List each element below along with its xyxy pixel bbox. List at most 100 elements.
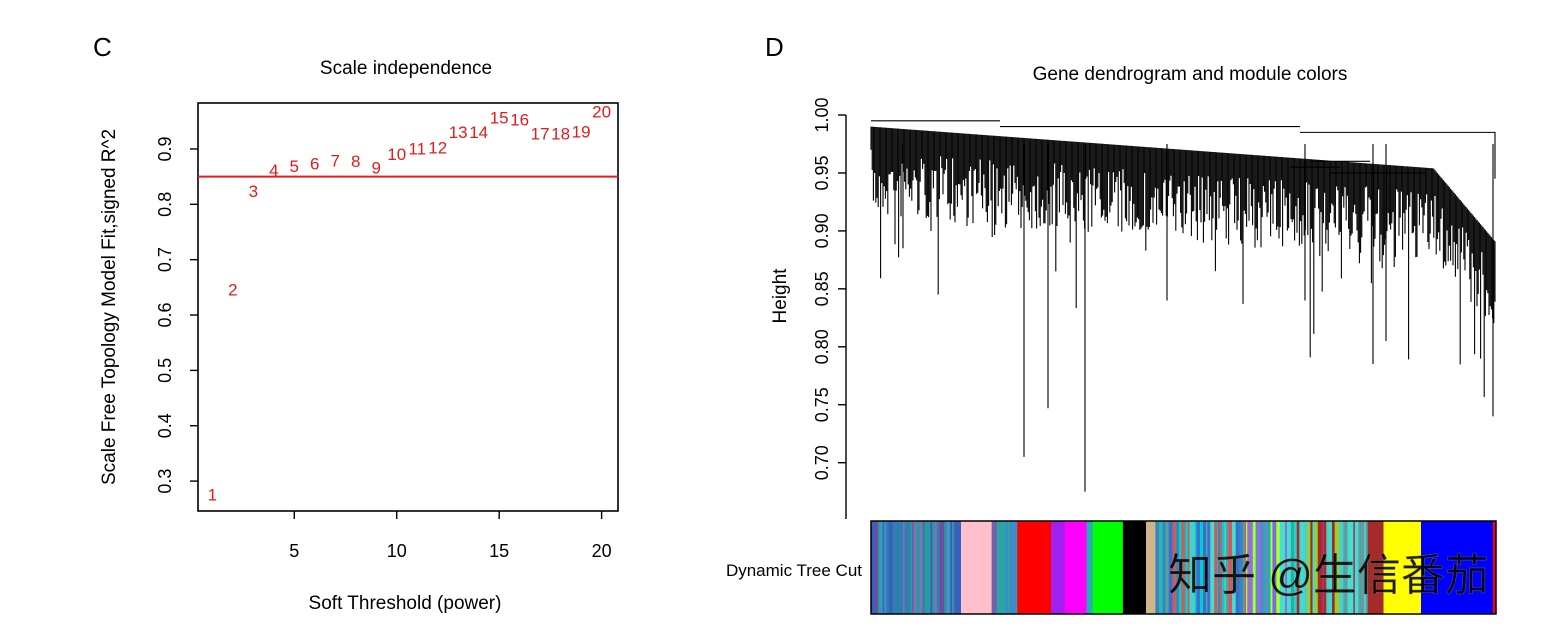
module-stripe bbox=[1353, 521, 1356, 614]
module-stripe bbox=[1365, 521, 1368, 614]
module-stripe bbox=[904, 521, 908, 614]
module-stripe bbox=[1165, 521, 1170, 614]
module-stripe bbox=[1358, 521, 1363, 614]
y-tick-label: 0.85 bbox=[812, 271, 832, 306]
module-stripe bbox=[1317, 521, 1323, 614]
module-stripe bbox=[1262, 521, 1267, 614]
y-tick-label: 0.75 bbox=[812, 387, 832, 422]
point-label: 7 bbox=[331, 152, 340, 171]
panel-d-label: D bbox=[765, 32, 784, 62]
module-stripe bbox=[1199, 521, 1204, 614]
module-stripe bbox=[1211, 521, 1215, 614]
module-stripe bbox=[1008, 521, 1011, 614]
module-block bbox=[1122, 521, 1147, 614]
y-tick-label: 0.7 bbox=[155, 247, 175, 272]
gene-dendrogram bbox=[870, 120, 1496, 492]
point-label: 3 bbox=[249, 182, 258, 201]
module-stripe bbox=[1014, 521, 1017, 614]
x-tick-label: 20 bbox=[592, 541, 612, 561]
panel-c-plot-frame bbox=[197, 102, 619, 512]
module-stripe bbox=[934, 521, 938, 614]
module-stripe bbox=[1228, 521, 1233, 614]
y-tick-label: 0.3 bbox=[155, 469, 175, 494]
module-stripe bbox=[1312, 521, 1315, 614]
module-stripe bbox=[884, 521, 887, 614]
module-stripe bbox=[1012, 521, 1015, 614]
module-stripe bbox=[932, 521, 936, 614]
module-stripe bbox=[1347, 521, 1352, 614]
y-tick-label: 0.8 bbox=[155, 192, 175, 217]
module-stripe bbox=[1369, 521, 1372, 614]
module-stripe bbox=[890, 521, 893, 614]
module-stripe bbox=[1279, 521, 1284, 614]
module-stripe bbox=[1367, 521, 1371, 614]
module-stripe bbox=[1005, 521, 1009, 614]
module-stripe bbox=[1287, 521, 1292, 614]
y-tick-label: 0.70 bbox=[812, 445, 832, 480]
module-stripe bbox=[910, 521, 913, 614]
color-bar-label: Dynamic Tree Cut bbox=[726, 561, 862, 580]
point-label: 19 bbox=[572, 122, 591, 141]
module-stripe bbox=[1354, 521, 1359, 614]
module-stripe bbox=[997, 521, 1002, 614]
module-stripe bbox=[1340, 521, 1344, 614]
module-stripe bbox=[924, 521, 929, 614]
module-stripe bbox=[896, 521, 900, 614]
module-stripe bbox=[1321, 521, 1325, 614]
point-label: 1 bbox=[208, 485, 217, 504]
module-stripe bbox=[1267, 521, 1271, 614]
module-stripe bbox=[907, 521, 910, 614]
module-stripe bbox=[991, 521, 995, 614]
module-stripe bbox=[1249, 521, 1254, 614]
module-stripe bbox=[1303, 521, 1308, 614]
module-stripe bbox=[1276, 521, 1281, 614]
module-stripe bbox=[1219, 521, 1223, 614]
module-stripe bbox=[1218, 521, 1221, 614]
module-stripe bbox=[885, 521, 890, 614]
point-label: 14 bbox=[469, 123, 488, 142]
module-block bbox=[1421, 521, 1494, 614]
module-stripe bbox=[1265, 521, 1268, 614]
point-label: 2 bbox=[228, 281, 237, 300]
module-stripe bbox=[944, 521, 948, 614]
module-stripe bbox=[1225, 521, 1229, 614]
module-stripe bbox=[1283, 521, 1286, 614]
module-block bbox=[961, 521, 992, 614]
module-stripe bbox=[1339, 521, 1341, 614]
module-stripe bbox=[940, 521, 945, 614]
module-stripe bbox=[1206, 521, 1208, 614]
panel-c-y-axis-title: Scale Free Topology Model Fit,signed R^2 bbox=[99, 129, 120, 485]
module-stripe bbox=[878, 521, 881, 614]
module-stripe bbox=[1010, 521, 1013, 614]
module-stripe bbox=[994, 521, 998, 614]
panel-d-y-axis: 0.70 0.75 0.80 0.85 0.90 0.95 1.00 bbox=[812, 97, 847, 519]
point-label: 10 bbox=[387, 145, 406, 164]
module-stripe bbox=[1252, 521, 1256, 614]
module-stripe bbox=[1176, 521, 1180, 614]
module-stripe bbox=[930, 521, 933, 614]
panel-c-title: Scale independence bbox=[320, 58, 492, 79]
module-stripe bbox=[1331, 521, 1336, 614]
module-stripe bbox=[1181, 521, 1186, 614]
module-stripe bbox=[916, 521, 920, 614]
module-stripe bbox=[1296, 521, 1298, 614]
module-stripe bbox=[1196, 521, 1201, 614]
y-tick-label: 0.5 bbox=[155, 358, 175, 383]
module-block bbox=[1051, 521, 1066, 614]
module-stripe bbox=[874, 521, 879, 614]
module-stripe bbox=[908, 521, 911, 614]
module-stripe bbox=[1086, 521, 1091, 614]
module-stripe bbox=[882, 521, 885, 614]
module-stripe bbox=[1001, 521, 1006, 614]
module-stripe bbox=[1326, 521, 1330, 614]
module-stripe bbox=[1297, 521, 1300, 614]
module-stripe bbox=[947, 521, 951, 614]
panel-d-y-axis-title: Height bbox=[770, 268, 791, 324]
point-label: 18 bbox=[551, 125, 570, 144]
point-label: 8 bbox=[351, 152, 360, 171]
y-tick-label: 0.95 bbox=[812, 155, 832, 190]
module-stripe bbox=[1159, 521, 1162, 614]
module-stripe bbox=[1260, 521, 1263, 614]
module-stripe bbox=[1295, 521, 1297, 614]
module-stripe bbox=[1336, 521, 1340, 614]
